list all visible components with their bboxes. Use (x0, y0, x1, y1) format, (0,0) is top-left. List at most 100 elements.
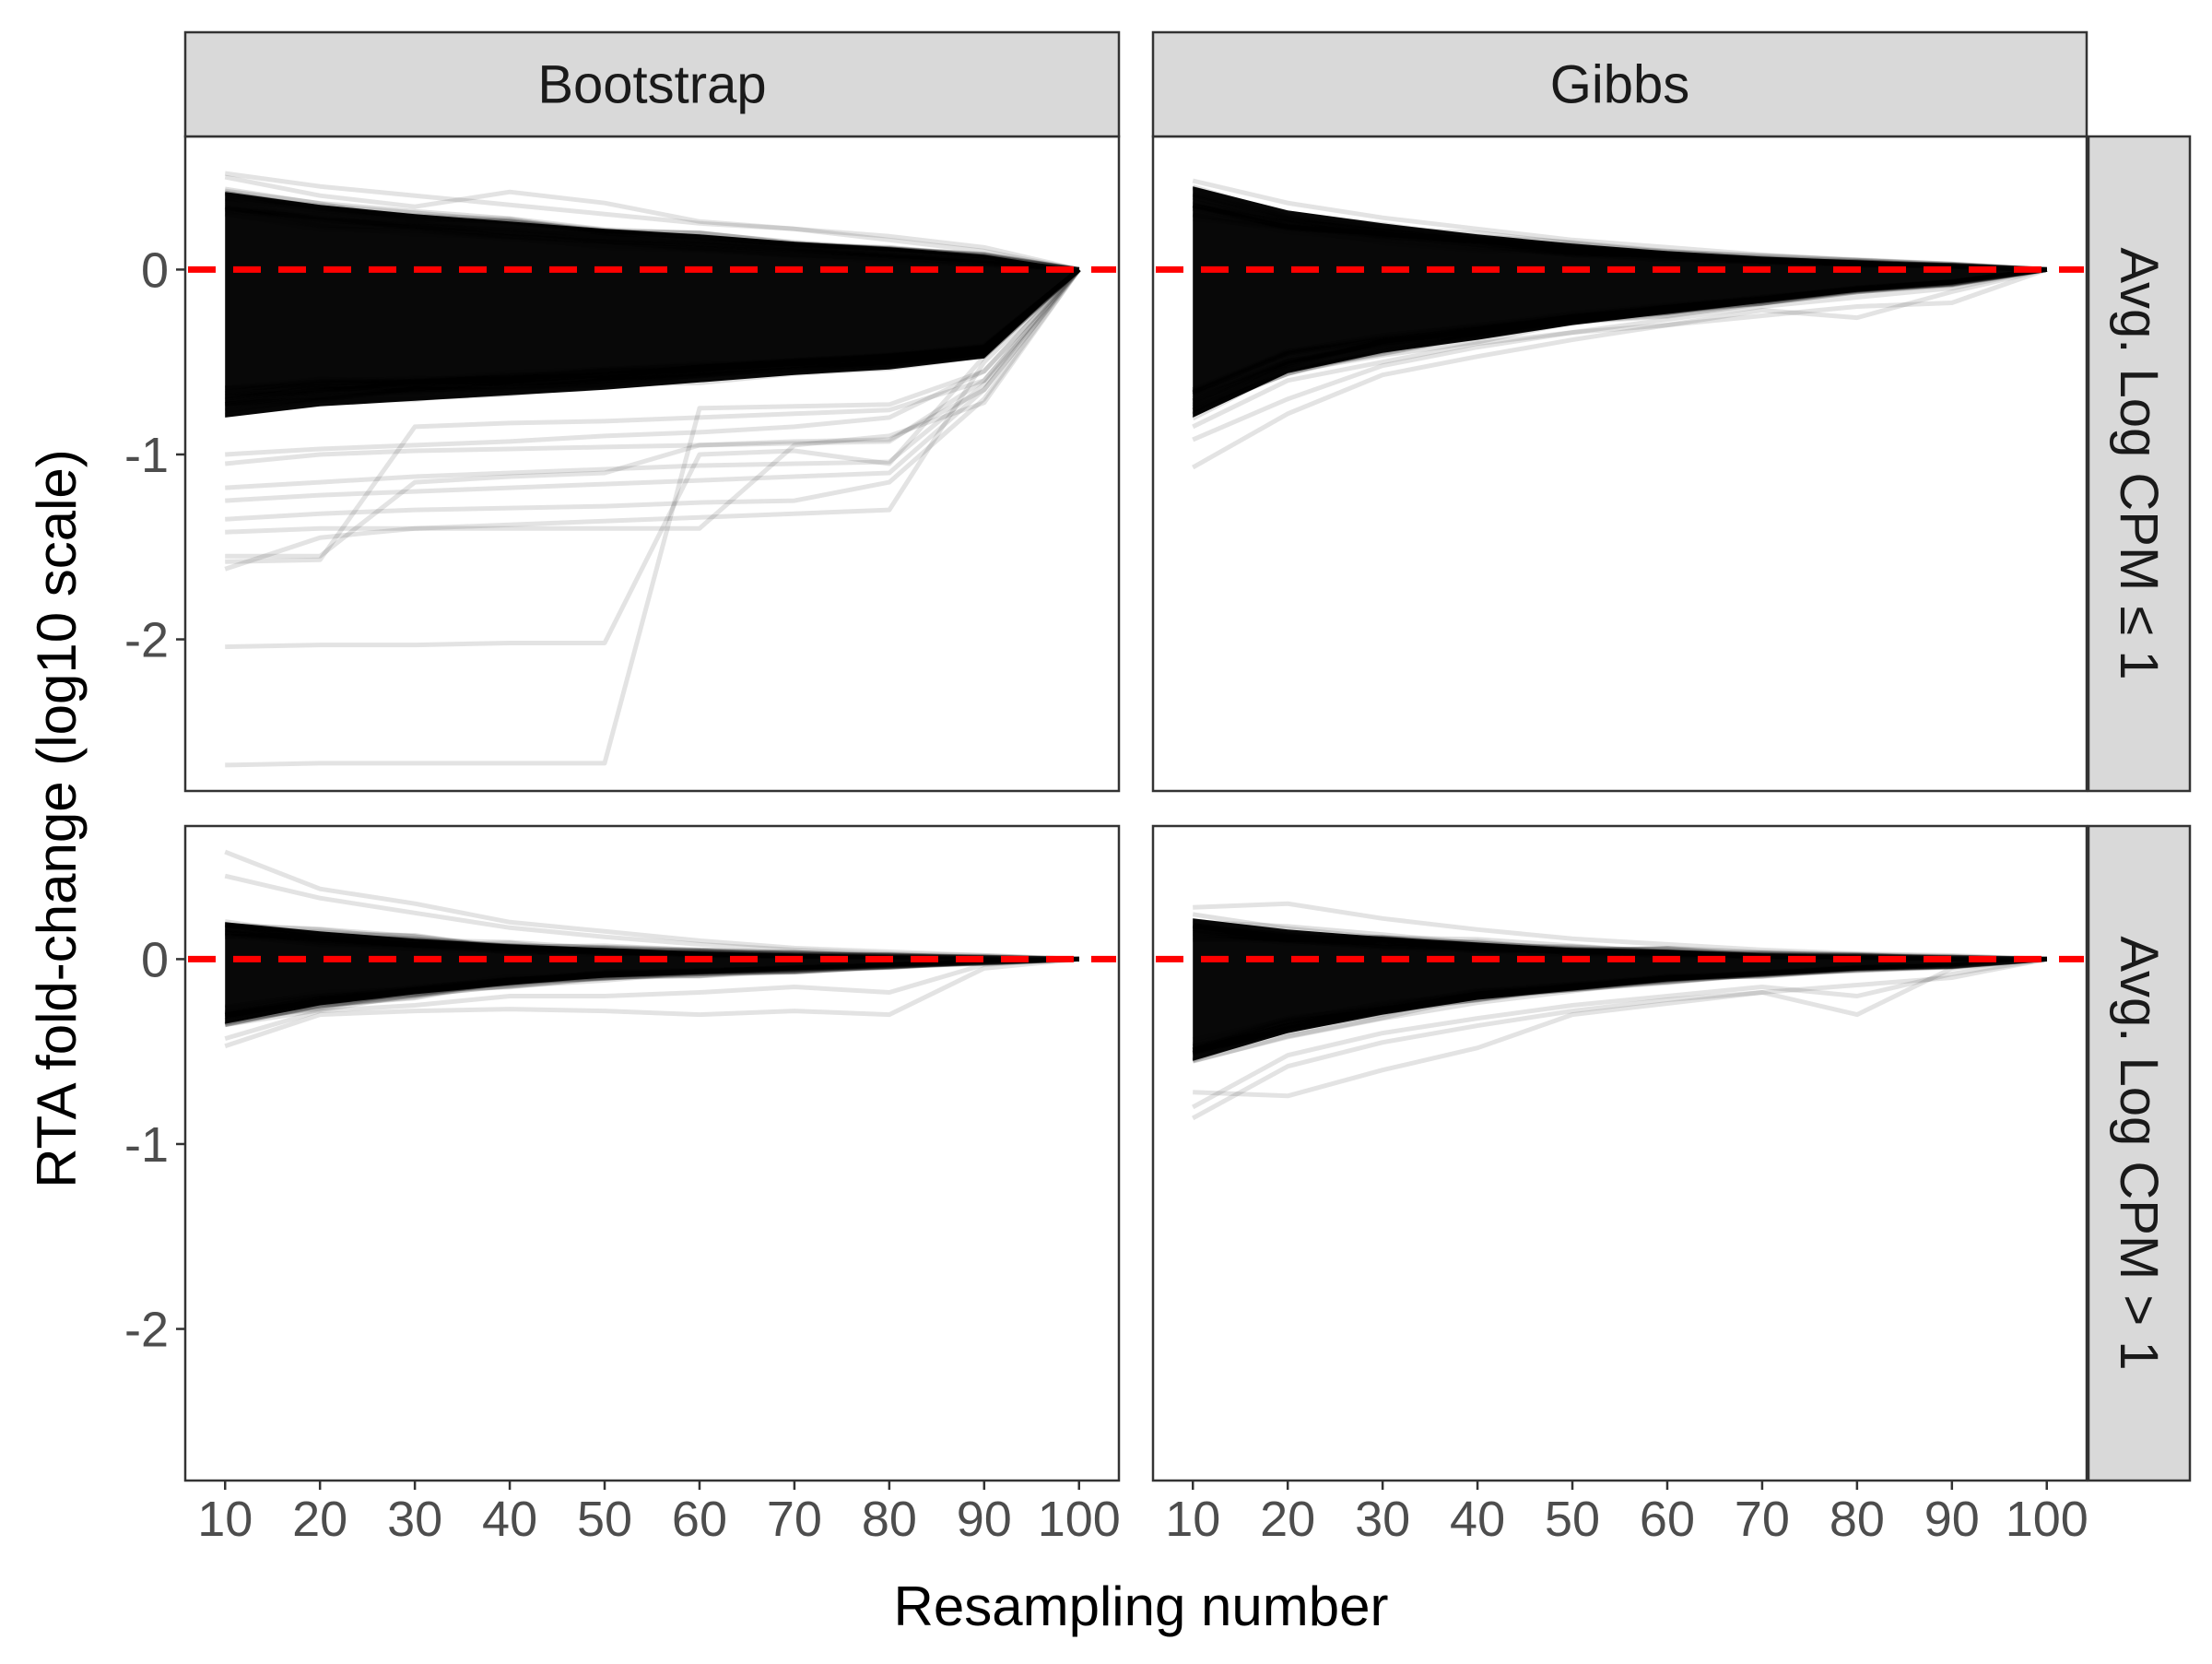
panel-border (183, 824, 1121, 1482)
trajectory-line (225, 207, 1080, 272)
trajectory-line (224, 267, 1081, 407)
trajectory-line (224, 186, 1080, 272)
panel-gibbs-row-1 (1191, 178, 2048, 470)
trajectory-line (224, 956, 1079, 1028)
trajectory-line (224, 192, 1080, 272)
trajectory-line (1192, 211, 2047, 272)
trajectory-line (224, 956, 1079, 1023)
y-tick-label: 0 (141, 932, 169, 987)
trajectory-line (1192, 266, 2048, 393)
outlier-trajectory-line (225, 267, 1081, 503)
trajectory-line (1192, 266, 2048, 395)
trajectory-line (224, 191, 1080, 272)
trajectory-line (224, 956, 1079, 1018)
trajectory-line (1192, 204, 2047, 272)
trajectory-line (1192, 203, 2047, 272)
trajectory-line (1192, 266, 2048, 405)
outlier-trajectory-line (1193, 901, 2047, 962)
trajectory-line (1192, 956, 2047, 1056)
trajectory-line (1192, 266, 2048, 409)
trajectory-line (1192, 956, 2048, 1063)
outlier-trajectory-line (224, 267, 1081, 466)
strip-bootstrap (183, 30, 1121, 138)
trajectory-line (224, 191, 1080, 272)
y-tick-label: -1 (124, 1117, 169, 1173)
trajectory-line (224, 956, 1079, 1028)
outlier-trajectory-line (225, 267, 1081, 559)
trajectory-line (225, 195, 1080, 272)
x-tick-label: 30 (1355, 1492, 1410, 1547)
trajectory-line (1192, 956, 2047, 1062)
trajectory-line (1192, 266, 2048, 403)
outlier-trajectory-line (1193, 956, 2048, 1099)
trajectory-line (224, 956, 1079, 1028)
outlier-trajectory-line (224, 849, 1079, 962)
trajectory-line (1192, 266, 2048, 412)
trajectory-band (225, 192, 1079, 418)
trajectory-line (224, 956, 1079, 1027)
trajectory-line (1192, 266, 2048, 413)
trajectory-line (224, 956, 1079, 1014)
outlier-trajectory-line (225, 267, 1081, 457)
trajectory-line (1192, 956, 2047, 1064)
strip-row-1 (2087, 135, 2192, 793)
trajectory-line (224, 956, 1079, 1017)
trajectory-line (1192, 956, 2047, 1047)
trajectory-line (1192, 956, 2047, 1049)
trajectory-line (1192, 205, 2047, 272)
trajectory-line (1192, 198, 2047, 272)
trajectory-line (224, 956, 1079, 1017)
trajectory-line (224, 956, 1079, 1022)
trajectory-line (1192, 266, 2048, 416)
trajectory-line (225, 267, 1081, 406)
trajectory-line (224, 267, 1081, 414)
trajectory-line (224, 956, 1079, 1026)
x-tick-label: 50 (1545, 1492, 1600, 1547)
trajectory-line (224, 956, 1079, 1009)
trajectory-line (1192, 206, 2047, 272)
trajectory-line (1192, 206, 2047, 272)
trajectory-line (1192, 956, 2047, 1054)
trajectory-line (224, 956, 1079, 1023)
trajectory-line (225, 267, 1081, 396)
trajectory-line (224, 204, 1079, 272)
outlier-trajectory-line (225, 267, 1081, 768)
trajectory-line (1192, 195, 2047, 272)
facet-strips: Bootstrap Gibbs Avg. Log CPM ≤ 1 Avg. Log C… (183, 30, 2192, 1482)
trajectory-line (224, 267, 1081, 419)
trajectory-line (224, 956, 1079, 1015)
trajectory-line (1192, 266, 2048, 395)
trajectory-line (224, 205, 1079, 272)
trajectory-line (1192, 202, 2047, 272)
trajectory-line (224, 267, 1081, 396)
trajectory-line (224, 267, 1081, 402)
trajectory-line (1192, 203, 2047, 272)
trajectory-line (1192, 956, 2047, 1056)
trajectory-line (224, 196, 1080, 272)
panel-border (1151, 824, 2088, 1482)
trajectory-line (224, 956, 1079, 1018)
outlier-trajectory-line (225, 267, 1081, 535)
trajectory-line (225, 267, 1081, 396)
trajectory-line (1192, 203, 2047, 272)
trajectory-line (224, 267, 1081, 407)
trajectory-line (1192, 266, 2048, 397)
trajectory-line (1192, 956, 2048, 1056)
outlier-trajectory-line (224, 956, 1080, 1049)
trajectory-line (1192, 956, 2047, 1052)
y-tick-label: -1 (124, 428, 169, 483)
trajectory-line (1192, 956, 2047, 1049)
strip-gibbs (1151, 30, 2088, 138)
outlier-trajectory-line (1192, 956, 2048, 1110)
trajectory-line (225, 267, 1081, 391)
x-tick-label: 40 (482, 1492, 537, 1547)
trajectory-line (224, 201, 1079, 272)
trajectory-line (225, 267, 1081, 407)
trajectory-line (1192, 956, 2047, 1053)
x-tick-label: 90 (1924, 1492, 1980, 1547)
trajectory-line (224, 267, 1081, 409)
x-tick-label: 100 (2006, 1492, 2088, 1547)
strip-label-row-1: Avg. Log CPM ≤ 1 (2109, 247, 2169, 679)
trajectory-line (224, 956, 1079, 1018)
trajectory-line (1192, 956, 2047, 1049)
